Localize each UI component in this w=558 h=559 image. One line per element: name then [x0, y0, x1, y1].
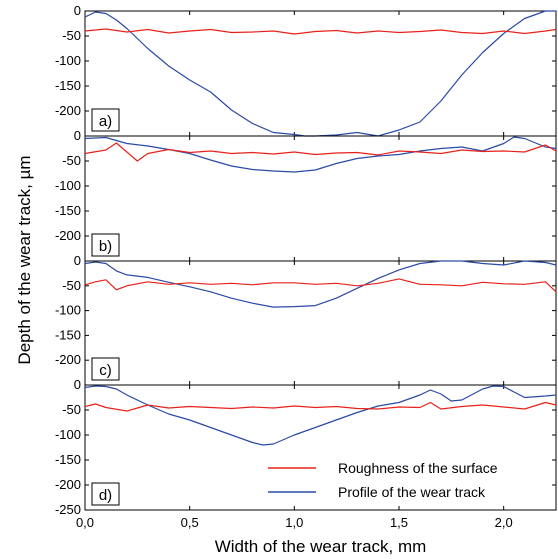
y-tick-label: -250: [55, 502, 81, 517]
panel-label-box: [91, 357, 120, 381]
y-tick-label: -50: [62, 278, 81, 293]
y-tick-label: 0: [74, 3, 81, 18]
panel-label-box: [91, 233, 120, 257]
roughness-line: [84, 142, 557, 162]
x-tick-label: 0,5: [181, 515, 199, 530]
y-tick-label: -50: [62, 402, 81, 417]
panel-label: d): [99, 487, 112, 504]
y-tick-label: 0: [74, 377, 81, 392]
y-tick-label: -150: [55, 78, 81, 93]
panel-label: b): [99, 238, 112, 255]
y-tick-label: -150: [55, 327, 81, 342]
roughness-line: [84, 401, 557, 412]
profile-line: [84, 385, 557, 446]
y-tick-label: -200: [55, 103, 81, 118]
y-tick-label: -200: [55, 352, 81, 367]
y-tick-label: -50: [62, 28, 81, 43]
legend-label-profile: Profile of the wear track: [338, 484, 486, 500]
y-tick-label: 0: [74, 253, 81, 268]
roughness-line: [84, 278, 557, 293]
y-tick-label: -100: [55, 53, 81, 68]
profile-line: [84, 10, 556, 137]
panel-label: a): [99, 113, 112, 130]
x-axis-ticks: 0,0 0,5 1,0 1,5 2,0: [76, 515, 513, 530]
panel-2: 0 -50 -100 -150 -200 b): [55, 128, 557, 262]
panel-frame: [84, 135, 557, 262]
legend-label-roughness: Roughness of the surface: [338, 460, 498, 476]
panel-label-box: [91, 108, 120, 132]
panel-4: 0 -50 -100 -150 -200 -250 d): [55, 377, 557, 517]
x-tick-label: 1,5: [390, 515, 408, 530]
x-tick-label: 1,0: [285, 515, 303, 530]
panel-3: 0 -50 -100 -150 -200 c): [55, 253, 557, 386]
panel-label-box: [91, 482, 120, 506]
panel-1: 0 -50 -100 -150 -200 a): [55, 3, 557, 137]
x-tick-label: 0,0: [76, 515, 94, 530]
y-axis-title: Depth of the wear track, µm: [15, 155, 34, 364]
panel-frame: [84, 10, 557, 137]
y-tick-label: -100: [55, 178, 81, 193]
x-axis-title: Width of the wear track, mm: [215, 537, 427, 556]
profile-line: [84, 260, 557, 308]
panel-label: c): [99, 362, 112, 379]
y-tick-label: -200: [55, 228, 81, 243]
y-tick-label: -150: [55, 452, 81, 467]
x-tick-label: 2,0: [495, 515, 513, 530]
y-tick-label: -50: [62, 153, 81, 168]
y-tick-label: -100: [55, 303, 81, 318]
y-tick-label: -200: [55, 477, 81, 492]
y-tick-label: -150: [55, 203, 81, 218]
roughness-line: [84, 28, 557, 35]
panel-frame: [84, 384, 557, 511]
panels: 0 -50 -100 -150 -200 a) 0 -50 -100 -150 -200 b) 0 -50…: [55, 3, 557, 517]
y-tick-label: -100: [55, 427, 81, 442]
y-tick-label: 0: [74, 128, 81, 143]
legend: Roughness of the surface Profile of the …: [268, 460, 498, 500]
